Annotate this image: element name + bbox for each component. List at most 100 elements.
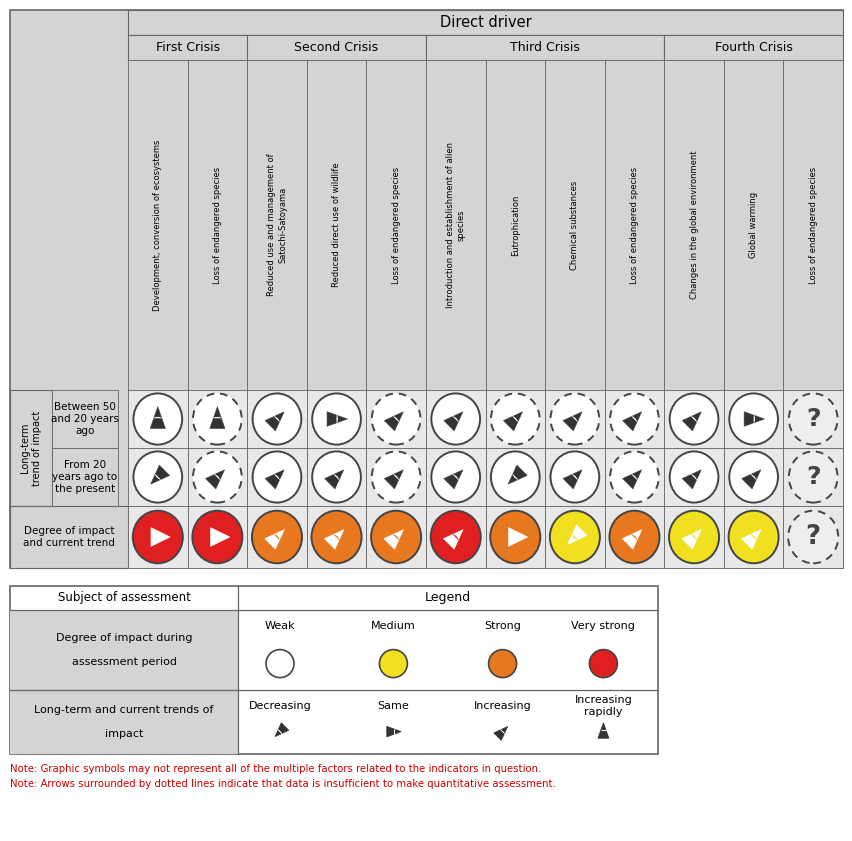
Bar [665, 506, 724, 568]
Polygon shape [394, 534, 399, 540]
Bar [128, 448, 187, 506]
Ellipse shape [729, 452, 778, 503]
Polygon shape [274, 474, 279, 479]
Ellipse shape [491, 452, 539, 503]
Bar [784, 60, 843, 390]
Polygon shape [265, 530, 285, 549]
Text: Global warming: Global warming [749, 192, 758, 258]
Polygon shape [274, 416, 279, 421]
Bar [307, 448, 366, 506]
Polygon shape [274, 534, 279, 540]
Text: Long-term and current trends of

impact: Long-term and current trends of impact [34, 706, 214, 738]
Bar [366, 506, 426, 568]
Bar [665, 60, 724, 390]
Polygon shape [598, 722, 609, 738]
Text: Reduced direct use of wildlife: Reduced direct use of wildlife [332, 162, 341, 288]
Polygon shape [742, 470, 761, 489]
Bar [605, 448, 665, 506]
Polygon shape [573, 474, 578, 479]
Polygon shape [275, 722, 289, 737]
Text: Between 50
and 20 years
ago: Between 50 and 20 years ago [51, 402, 119, 436]
Bar [307, 390, 366, 448]
Polygon shape [444, 470, 463, 489]
Text: Loss of endangered species: Loss of endangered species [392, 167, 400, 283]
Bar [784, 390, 843, 448]
Bar [724, 448, 784, 506]
Text: From 20
years ago to
the present: From 20 years ago to the present [53, 460, 118, 494]
Text: Weak: Weak [265, 621, 296, 631]
Ellipse shape [670, 452, 718, 503]
Bar [307, 60, 366, 390]
Polygon shape [682, 530, 701, 549]
Ellipse shape [252, 452, 302, 503]
Bar [665, 448, 724, 506]
Bar [724, 506, 784, 568]
Ellipse shape [550, 394, 599, 445]
Bar [545, 390, 605, 448]
Polygon shape [325, 470, 343, 489]
Bar [52, 390, 118, 448]
Ellipse shape [312, 510, 361, 563]
Polygon shape [150, 406, 165, 429]
Bar [426, 390, 486, 448]
Polygon shape [394, 474, 399, 479]
Polygon shape [563, 412, 582, 431]
Ellipse shape [371, 510, 421, 563]
Text: ?: ? [806, 524, 820, 550]
Text: Strong: Strong [484, 621, 521, 631]
Polygon shape [631, 534, 637, 540]
Polygon shape [444, 530, 463, 549]
Bar [10, 690, 238, 754]
Bar [426, 35, 665, 60]
Polygon shape [265, 470, 285, 489]
Text: ?: ? [806, 407, 820, 431]
Bar [366, 60, 426, 390]
Ellipse shape [431, 452, 480, 503]
Polygon shape [751, 534, 757, 540]
Text: Eutrophication: Eutrophication [511, 194, 520, 256]
Bar [426, 448, 486, 506]
Ellipse shape [789, 452, 838, 503]
Polygon shape [513, 474, 518, 479]
Bar [545, 60, 605, 390]
Polygon shape [691, 474, 697, 479]
Polygon shape [205, 470, 225, 489]
Polygon shape [563, 470, 582, 489]
Bar [366, 390, 426, 448]
Ellipse shape [430, 510, 481, 563]
Bar [545, 506, 605, 568]
Polygon shape [682, 412, 701, 431]
Polygon shape [691, 416, 697, 421]
Ellipse shape [609, 510, 659, 563]
Polygon shape [334, 534, 339, 540]
Polygon shape [631, 474, 637, 479]
Polygon shape [631, 416, 637, 421]
Bar [784, 506, 843, 568]
Polygon shape [682, 470, 701, 489]
Bar [10, 506, 128, 568]
Polygon shape [509, 527, 527, 547]
Bar [545, 448, 605, 506]
Ellipse shape [193, 452, 242, 503]
Polygon shape [384, 470, 403, 489]
Polygon shape [213, 417, 222, 418]
Ellipse shape [670, 394, 718, 445]
Polygon shape [573, 416, 578, 421]
Ellipse shape [490, 510, 540, 563]
Bar [247, 390, 307, 448]
Ellipse shape [788, 510, 838, 563]
Text: Fourth Crisis: Fourth Crisis [715, 41, 792, 54]
Text: Same: Same [377, 701, 409, 711]
Ellipse shape [371, 452, 421, 503]
Polygon shape [387, 727, 401, 737]
Polygon shape [151, 527, 170, 547]
Polygon shape [691, 534, 697, 540]
Polygon shape [394, 416, 399, 421]
Polygon shape [151, 465, 170, 484]
Ellipse shape [729, 394, 778, 445]
Polygon shape [278, 730, 282, 733]
Polygon shape [508, 465, 527, 484]
Ellipse shape [134, 452, 182, 503]
Polygon shape [453, 474, 458, 479]
Polygon shape [210, 527, 230, 547]
